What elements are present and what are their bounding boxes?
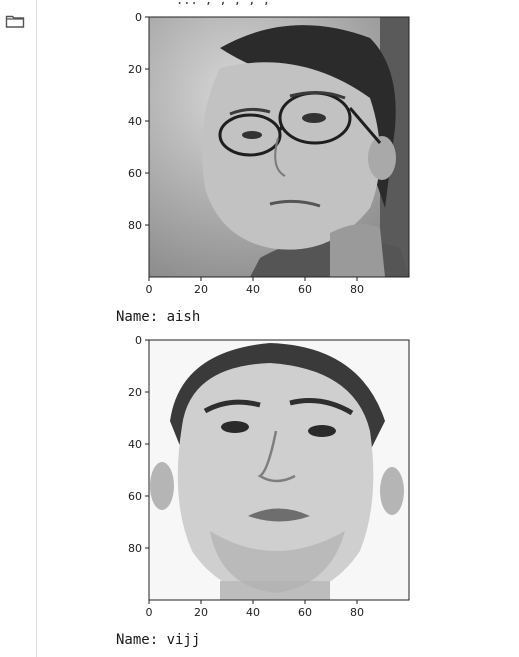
x-tick-label: 20: [194, 606, 208, 619]
folder-icon[interactable]: [5, 13, 25, 29]
y-tick-label: 20: [128, 63, 142, 76]
x-tick-label: 20: [194, 283, 208, 296]
y-tick-label: 0: [135, 334, 142, 347]
output-name-text: Name: aish: [116, 309, 201, 325]
x-tick-label: 0: [146, 606, 153, 619]
output-name-text: Name: vijj: [116, 632, 201, 648]
image-plot-1: 0 20 40 60 80 0 20 40 60 80: [100, 8, 430, 308]
x-tick-label: 0: [146, 283, 153, 296]
y-tick-label: 80: [128, 219, 142, 232]
x-tick-label: 40: [246, 606, 260, 619]
x-tick-label: 40: [246, 283, 260, 296]
x-tick-label: 60: [298, 283, 312, 296]
y-tick-label: 80: [128, 542, 142, 555]
cut-off-code-line: ... , , , , ,: [176, 0, 519, 5]
face-photo-vijj: [149, 340, 409, 600]
y-tick-label: 40: [128, 438, 142, 451]
x-tick-label: 80: [350, 606, 364, 619]
left-gutter: [0, 0, 37, 657]
y-tick-label: 60: [128, 167, 142, 180]
x-tick-label: 60: [298, 606, 312, 619]
image-plot-2: 0 20 40 60 80 0 20 40 60 80: [100, 331, 430, 631]
y-tick-label: 60: [128, 490, 142, 503]
y-tick-label: 20: [128, 386, 142, 399]
y-tick-label: 40: [128, 115, 142, 128]
y-tick-label: 0: [135, 11, 142, 24]
face-photo-aish: [149, 17, 409, 277]
x-tick-label: 80: [350, 283, 364, 296]
